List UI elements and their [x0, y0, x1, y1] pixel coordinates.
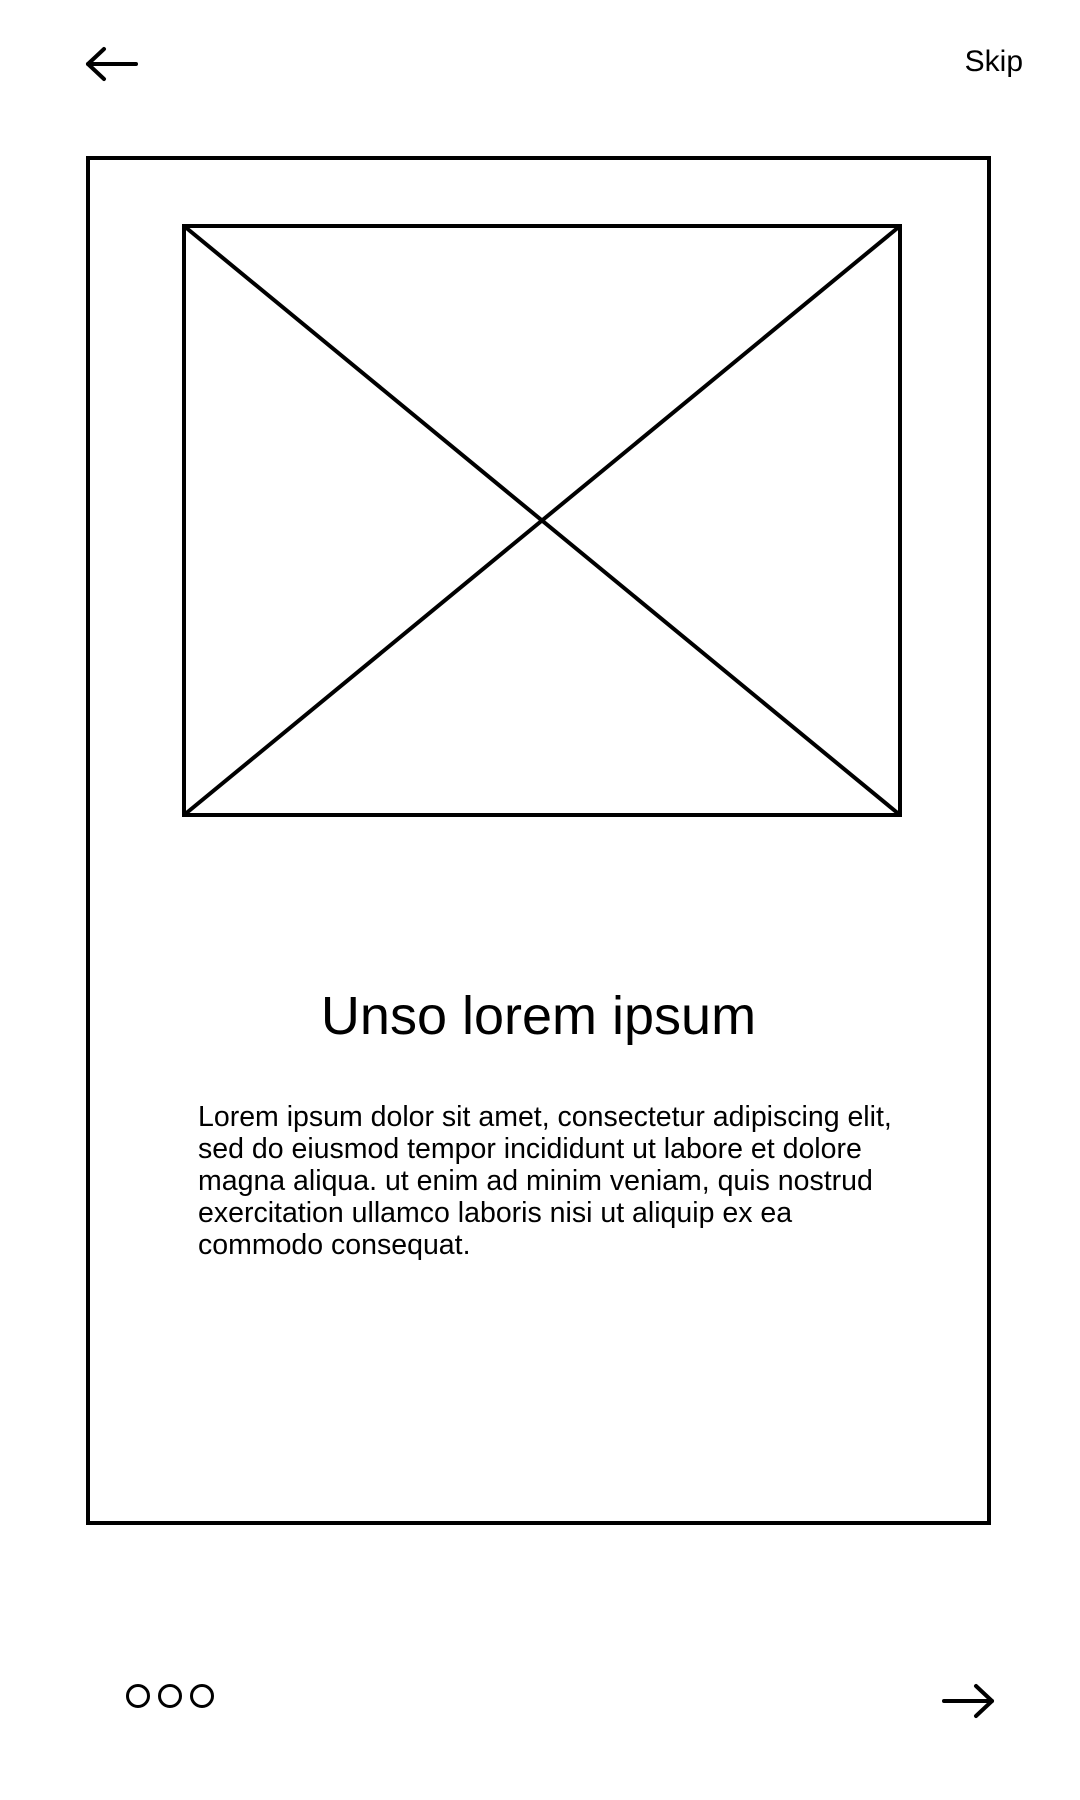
image-placeholder-icon	[182, 224, 902, 817]
next-button[interactable]	[940, 1681, 996, 1721]
card-body-text: Lorem ipsum dolor sit amet, consectetur …	[198, 1101, 892, 1261]
page-indicator	[126, 1684, 214, 1708]
arrow-right-icon	[940, 1681, 996, 1721]
page-dot[interactable]	[158, 1684, 182, 1708]
skip-button[interactable]: Skip	[964, 45, 1023, 78]
arrow-left-icon	[84, 44, 140, 84]
card-title: Unso lorem ipsum	[320, 986, 757, 1046]
page-dot[interactable]	[190, 1684, 214, 1708]
back-button[interactable]	[84, 44, 140, 84]
page-dot[interactable]	[126, 1684, 150, 1708]
onboarding-card: Unso lorem ipsum Lorem ipsum dolor sit a…	[86, 156, 991, 1525]
